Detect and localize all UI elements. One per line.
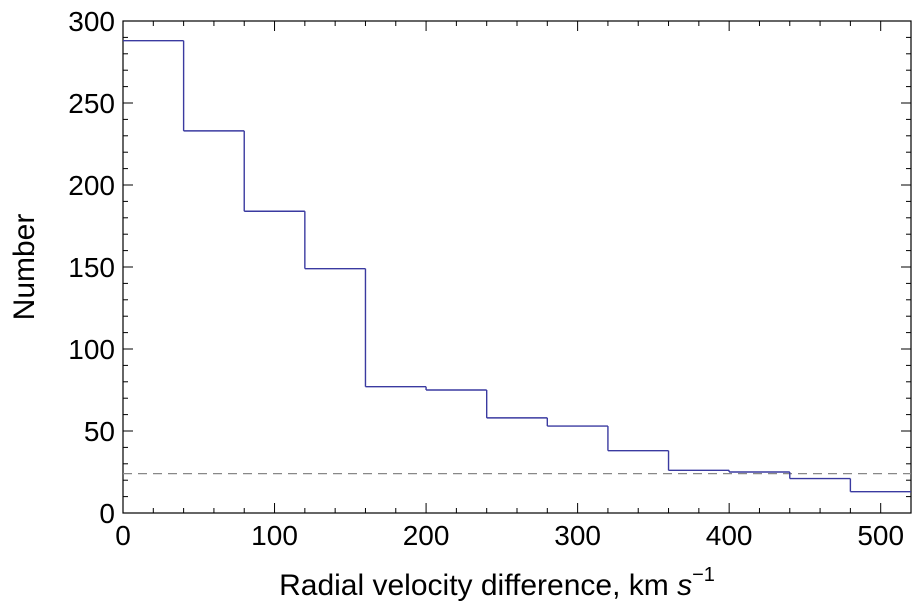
- x-axis-unit-exponent: −1: [692, 564, 715, 586]
- x-axis: 0 100 200 300 400 500: [115, 21, 912, 551]
- y-tick-label: 250: [68, 88, 115, 119]
- y-tick-label: 200: [68, 170, 115, 201]
- x-tick-label: 300: [554, 520, 601, 551]
- y-tick-label: 100: [68, 334, 115, 365]
- plot-frame: [122, 20, 912, 514]
- x-tick-label: 100: [251, 520, 298, 551]
- y-tick-label: 0: [99, 498, 115, 529]
- y-tick-label: 150: [68, 252, 115, 283]
- x-tick-label: 200: [403, 520, 450, 551]
- histogram-series: [123, 39, 911, 493]
- y-tick-label: 50: [84, 416, 115, 447]
- y-tick-label: 300: [68, 6, 115, 37]
- x-tick-label: 400: [706, 520, 753, 551]
- x-tick-label: 0: [115, 520, 131, 551]
- y-axis: 0 50 100 150 200 250 300: [68, 6, 911, 529]
- x-axis-unit-variable: s: [677, 569, 692, 602]
- x-axis-title: Radial velocity difference, km s−1: [279, 564, 715, 602]
- x-axis-title-text: Radial velocity difference, km: [279, 569, 677, 602]
- y-axis-title: Number: [8, 214, 41, 321]
- x-tick-label: 500: [857, 520, 904, 551]
